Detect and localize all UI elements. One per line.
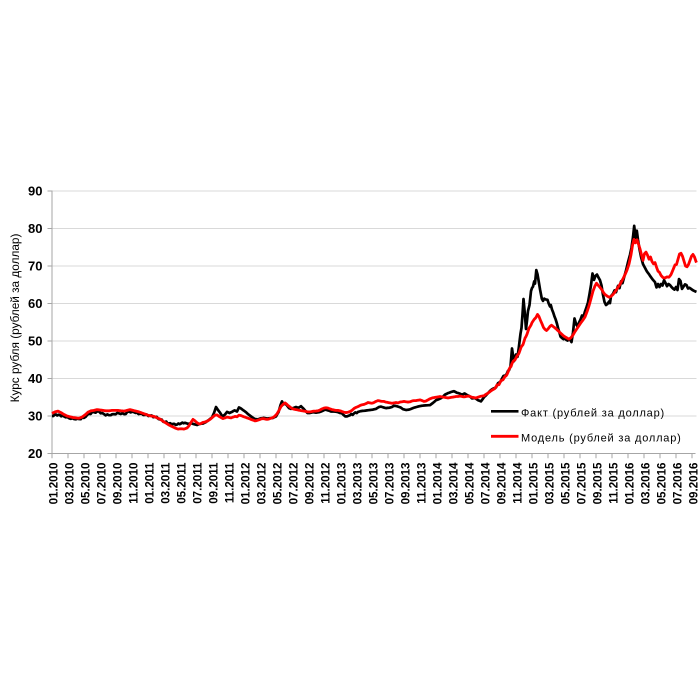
svg-text:11.2013: 11.2013: [416, 462, 429, 504]
svg-text:11.2011: 11.2011: [224, 462, 237, 503]
svg-text:03.2010: 03.2010: [64, 463, 77, 505]
svg-text:01.2016: 01.2016: [624, 462, 637, 504]
svg-text:07.2012: 07.2012: [288, 463, 301, 505]
svg-text:70: 70: [28, 259, 42, 274]
svg-text:03.2013: 03.2013: [352, 462, 365, 504]
svg-text:07.2016: 07.2016: [672, 462, 685, 504]
svg-text:11.2015: 11.2015: [608, 462, 621, 504]
svg-text:30: 30: [28, 409, 42, 424]
svg-text:05.2016: 05.2016: [656, 462, 669, 504]
svg-text:03.2012: 03.2012: [256, 463, 269, 505]
svg-text:09.2012: 09.2012: [304, 463, 317, 505]
svg-text:80: 80: [28, 221, 42, 236]
svg-text:07.2015: 07.2015: [576, 462, 589, 504]
svg-text:Курс рубля (рублей за доллар): Курс рубля (рублей за доллар): [8, 234, 22, 403]
svg-text:07.2013: 07.2013: [384, 462, 397, 504]
svg-text:01.2012: 01.2012: [240, 463, 253, 505]
svg-text:01.2011: 01.2011: [144, 462, 157, 504]
svg-text:09.2015: 09.2015: [592, 462, 605, 504]
svg-text:Факт (рублей за доллар): Факт (рублей за доллар): [521, 407, 665, 419]
svg-text:07.2014: 07.2014: [480, 462, 493, 504]
svg-text:11.2014: 11.2014: [512, 462, 525, 504]
svg-text:09.2014: 09.2014: [496, 462, 509, 504]
svg-text:11.2012: 11.2012: [320, 463, 333, 504]
svg-text:11.2010: 11.2010: [128, 463, 141, 504]
svg-text:20: 20: [28, 446, 42, 461]
svg-text:09.2013: 09.2013: [400, 462, 413, 504]
svg-text:05.2015: 05.2015: [560, 462, 573, 504]
svg-text:40: 40: [28, 371, 42, 386]
svg-text:09.2010: 09.2010: [112, 463, 125, 505]
svg-text:05.2013: 05.2013: [368, 462, 381, 504]
svg-text:90: 90: [28, 184, 42, 199]
svg-text:01.2015: 01.2015: [528, 462, 541, 504]
svg-text:07.2011: 07.2011: [192, 462, 205, 504]
svg-text:03.2015: 03.2015: [544, 462, 557, 504]
svg-text:07.2010: 07.2010: [96, 463, 109, 505]
svg-text:05.2012: 05.2012: [272, 463, 285, 505]
svg-text:Модель (рублей за доллар): Модель (рублей за доллар): [521, 432, 682, 444]
svg-text:50: 50: [28, 334, 42, 349]
svg-text:03.2014: 03.2014: [448, 462, 461, 504]
svg-text:05.2010: 05.2010: [80, 463, 93, 505]
svg-text:03.2011: 03.2011: [160, 462, 173, 504]
svg-text:09.2011: 09.2011: [208, 462, 221, 504]
svg-text:01.2013: 01.2013: [336, 462, 349, 504]
svg-text:03.2016: 03.2016: [640, 462, 653, 504]
svg-text:09.2016: 09.2016: [688, 462, 700, 504]
svg-text:01.2014: 01.2014: [432, 462, 445, 504]
svg-text:05.2011: 05.2011: [176, 462, 189, 504]
svg-text:05.2014: 05.2014: [464, 462, 477, 504]
svg-text:01.2010: 01.2010: [48, 463, 61, 505]
svg-text:60: 60: [28, 296, 42, 311]
